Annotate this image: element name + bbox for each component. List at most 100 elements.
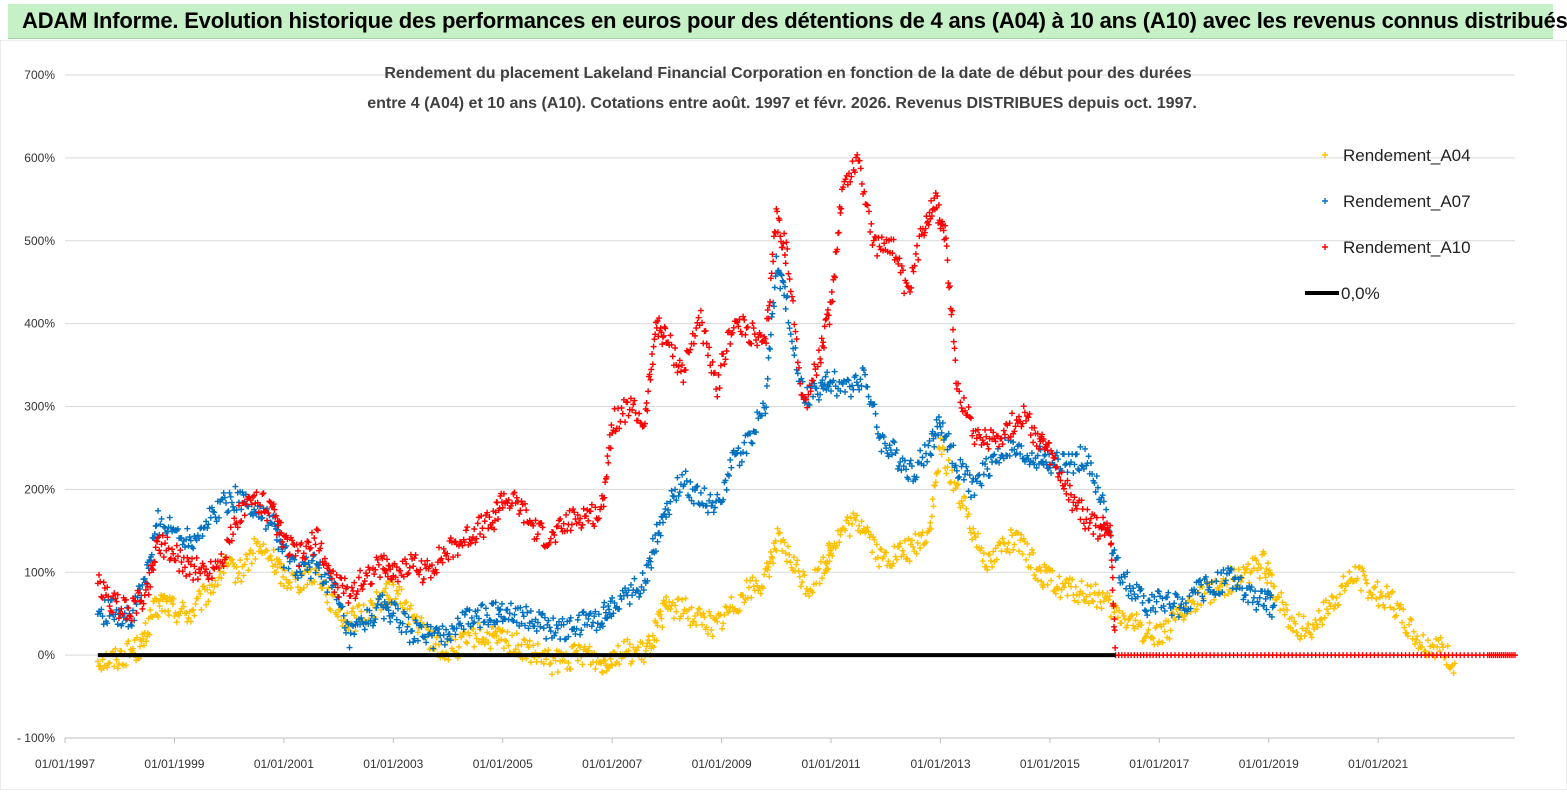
data-point [1080, 465, 1087, 472]
data-point [601, 599, 608, 606]
data-point [268, 557, 275, 564]
data-point [1212, 577, 1219, 584]
data-point [178, 559, 185, 566]
data-point [309, 529, 316, 536]
data-point [559, 615, 566, 622]
data-point [939, 419, 946, 426]
data-point [979, 558, 986, 565]
data-point [304, 538, 311, 545]
data-point [1146, 619, 1153, 626]
data-point [1008, 410, 1015, 417]
data-point [853, 154, 860, 161]
data-point [657, 532, 664, 539]
data-point [592, 504, 599, 511]
data-point [98, 606, 105, 613]
data-point [990, 548, 997, 555]
data-point [293, 569, 300, 576]
data-point [481, 518, 488, 525]
data-point [1019, 420, 1026, 427]
data-point [340, 618, 347, 625]
data-point [223, 499, 230, 506]
data-point [1313, 621, 1320, 628]
data-point [609, 662, 616, 669]
data-point [1413, 636, 1420, 643]
data-point [387, 618, 394, 625]
data-point [105, 660, 112, 667]
data-point [113, 656, 120, 663]
data-point [962, 407, 969, 414]
data-point [748, 594, 755, 601]
data-point [715, 371, 722, 378]
data-point [1227, 566, 1234, 573]
data-point [852, 372, 859, 379]
data-point [1055, 456, 1062, 463]
data-point [967, 494, 974, 501]
data-point [460, 626, 467, 633]
data-point [642, 420, 648, 427]
data-point [397, 600, 404, 607]
data-point [505, 496, 512, 503]
data-point [900, 551, 907, 558]
data-point [741, 599, 748, 606]
data-point [1111, 616, 1118, 623]
data-point [1362, 576, 1369, 583]
data-point [1027, 432, 1034, 439]
data-point [221, 494, 228, 501]
data-point [837, 209, 844, 216]
data-point [1297, 636, 1304, 643]
data-point [275, 546, 282, 553]
data-point [1288, 614, 1295, 621]
data-point [127, 621, 134, 628]
data-point [704, 509, 711, 516]
data-point [730, 324, 737, 331]
data-point [963, 505, 970, 512]
data-point [130, 607, 137, 614]
data-point [1438, 641, 1445, 648]
data-point [1048, 470, 1055, 477]
data-point [949, 307, 956, 314]
data-point [791, 321, 798, 328]
data-point [391, 560, 398, 567]
data-point [967, 529, 974, 536]
data-point [1278, 589, 1285, 596]
data-point [251, 535, 258, 542]
data-point [763, 382, 770, 389]
data-point [890, 560, 897, 567]
data-point [780, 536, 787, 543]
data-point [932, 431, 938, 438]
data-point [1268, 580, 1275, 587]
data-point [587, 610, 594, 617]
data-point [1207, 599, 1214, 606]
data-point [517, 507, 524, 514]
x-tick-label: 01/01/2005 [473, 757, 533, 771]
data-point [458, 634, 465, 641]
data-point [306, 545, 313, 552]
data-point [1195, 578, 1202, 585]
header-banner: ADAM Informe. Evolution historique des p… [8, 4, 1567, 39]
data-point [1091, 479, 1098, 486]
data-point [1039, 584, 1046, 591]
data-point [330, 592, 337, 599]
data-point [842, 527, 849, 534]
data-point [1198, 602, 1205, 609]
data-point [546, 624, 553, 631]
data-point [924, 458, 931, 465]
data-point [971, 441, 978, 448]
x-tick-label: 01/01/2009 [692, 757, 752, 771]
data-point [1399, 619, 1406, 626]
plot-area [94, 151, 1518, 678]
data-point [412, 617, 419, 624]
data-point [574, 657, 581, 664]
data-point [433, 634, 440, 641]
data-point [1034, 577, 1041, 584]
data-point [240, 572, 247, 579]
data-point [921, 232, 928, 239]
data-point [1377, 589, 1384, 596]
x-tick-label: 01/01/2007 [582, 757, 642, 771]
data-point [714, 618, 721, 625]
data-point [145, 591, 152, 598]
data-point [1057, 477, 1064, 484]
data-point [1043, 443, 1050, 450]
data-point [878, 234, 885, 241]
data-point [205, 598, 212, 605]
